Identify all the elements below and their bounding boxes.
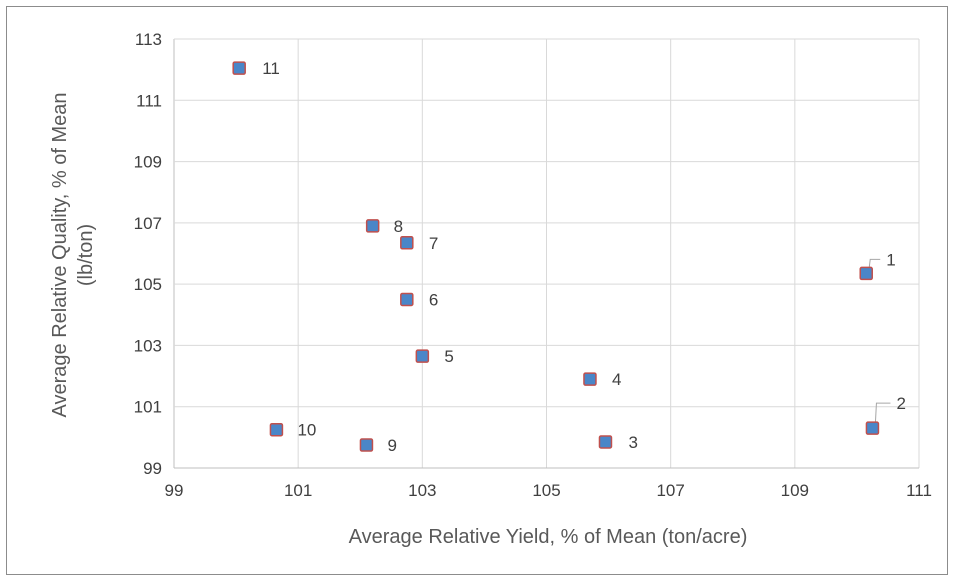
- x-tick-label: 105: [532, 481, 560, 500]
- data-label-4: 4: [612, 370, 621, 389]
- x-tick-label: 103: [408, 481, 436, 500]
- data-point-8: [365, 219, 380, 233]
- data-point-4: [583, 372, 597, 386]
- data-point-6: [400, 292, 414, 307]
- x-tick-label: 107: [656, 481, 684, 500]
- data-point-10: [269, 422, 284, 437]
- data-label-9: 9: [387, 436, 396, 455]
- grid: [173, 38, 920, 469]
- data-labels: 1 2 3 4 5 6 7 8 9 10 11: [262, 59, 906, 455]
- data-label-11: 11: [262, 59, 280, 78]
- data-label-6: 6: [429, 290, 438, 309]
- data-label-3: 3: [628, 433, 637, 452]
- y-axis-title: Average Relative Quality, % of Mean (lb/…: [49, 93, 97, 418]
- data-point-3: [598, 435, 613, 449]
- y-tick-label: 105: [134, 275, 162, 294]
- leader-lines: [868, 258, 891, 423]
- x-axis-tick-labels: 99 101 103 105 107 109 111: [165, 481, 932, 500]
- y-tick-label: 99: [143, 459, 162, 478]
- data-point-9: [359, 438, 374, 452]
- y-tick-label: 107: [134, 214, 162, 233]
- data-label-2: 2: [896, 394, 905, 413]
- y-axis-tick-labels: 99 101 103 105 107 109 111 113: [134, 30, 162, 478]
- data-label-7: 7: [429, 234, 438, 253]
- x-axis-title: Average Relative Yield, % of Mean (ton/a…: [349, 526, 748, 548]
- y-tick-label: 101: [134, 398, 162, 417]
- data-points: [232, 61, 880, 452]
- data-label-8: 8: [394, 217, 403, 236]
- data-label-1: 1: [886, 250, 895, 269]
- y-tick-label: 111: [136, 91, 162, 110]
- data-point-5: [415, 349, 430, 363]
- leader-line-1: [868, 258, 881, 268]
- data-label-5: 5: [444, 347, 453, 366]
- chart-frame: [6, 6, 948, 575]
- y-tick-label: 103: [134, 336, 162, 355]
- y-axis-title-line-1: Average Relative Quality, % of Mean: [49, 93, 71, 418]
- x-tick-label: 109: [781, 481, 809, 500]
- data-point-2: [865, 421, 880, 435]
- data-label-10: 10: [297, 421, 316, 440]
- x-tick-label: 111: [906, 481, 932, 500]
- data-point-11: [232, 61, 246, 75]
- x-tick-label: 101: [284, 481, 312, 500]
- y-tick-label: 109: [134, 153, 162, 172]
- y-axis-title-line-2: (lb/ton): [75, 224, 97, 286]
- y-tick-label: 113: [135, 30, 162, 49]
- leader-line-2: [874, 402, 891, 423]
- data-point-7: [400, 236, 414, 250]
- data-point-1: [859, 266, 873, 281]
- x-tick-label: 99: [165, 481, 184, 500]
